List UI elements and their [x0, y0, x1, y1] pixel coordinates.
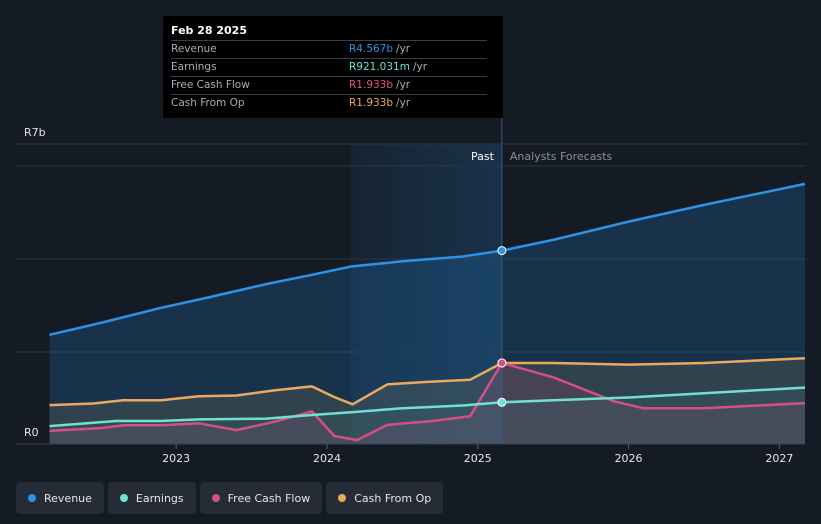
chart-area: R7b R0 Past Analysts Forecasts 2023 2024 2025 2…	[16, 118, 806, 465]
legend-item-free-cash-flow[interactable]: Free Cash Flow	[199, 482, 323, 514]
legend-item-revenue[interactable]: Revenue	[16, 482, 104, 514]
legend-label: Cash From Op	[354, 491, 432, 505]
tooltip-unit: /yr	[412, 61, 428, 73]
legend-label: Earnings	[135, 491, 184, 505]
tooltip-row-earnings: Earnings R921.031m /yr	[171, 58, 487, 76]
x-tick-label-2025: 2025	[464, 452, 492, 465]
legend-dot-icon	[119, 494, 128, 502]
forecast-label: Analysts Forecasts	[510, 150, 613, 163]
past-label: Past	[471, 150, 495, 163]
tooltip-row-cash-from-op: Cash From Op R1.933b /yr	[171, 94, 487, 112]
cash-from-op-area	[49, 358, 805, 444]
tooltip-value: R921.031m	[349, 61, 410, 73]
legend-item-earnings[interactable]: Earnings	[107, 482, 196, 514]
legend-dot-icon	[211, 494, 220, 502]
legend-dot-icon	[28, 494, 36, 502]
tooltip-row-free-cash-flow: Free Cash Flow R1.933b /yr	[171, 76, 487, 94]
x-tick-label-2024: 2024	[313, 452, 341, 465]
legend: Revenue Earnings Free Cash Flow Cash Fro…	[16, 482, 444, 514]
tooltip-value: R4.567b	[349, 43, 394, 55]
tooltip-value: R1.933b	[349, 97, 394, 109]
y-tick-label-zero: R0	[24, 426, 39, 439]
revenue-line	[49, 182, 806, 337]
tooltip-label: Free Cash Flow	[171, 79, 250, 91]
past-highlight-band	[351, 144, 502, 444]
tooltip-label: Cash From Op	[171, 97, 245, 109]
free-cash-flow-line	[49, 361, 806, 442]
revenue-area	[49, 183, 805, 444]
x-tick-label-2023: 2023	[162, 452, 190, 465]
tooltip-unit: /yr	[396, 43, 411, 55]
tooltip-row-revenue: Revenue R4.567b /yr	[171, 40, 487, 58]
tooltip-label: Earnings	[171, 61, 217, 73]
earnings-marker	[497, 397, 507, 407]
legend-dot-icon	[338, 494, 347, 502]
earnings-line	[49, 386, 806, 428]
tooltip-value: R1.933b	[349, 79, 394, 91]
tooltip-unit: /yr	[396, 97, 411, 109]
tooltip: Feb 28 2025 Revenue R4.567b /yr Earnings…	[163, 16, 503, 118]
tooltip-label: Revenue	[171, 43, 217, 55]
legend-label: Revenue	[44, 491, 92, 505]
y-tick-label-top: R7b	[24, 126, 46, 139]
legend-item-cash-from-op[interactable]: Cash From Op	[326, 482, 444, 514]
cash-from-op-line	[49, 356, 806, 407]
legend-label: Free Cash Flow	[227, 491, 311, 505]
tooltip-date: Feb 28 2025	[171, 24, 247, 37]
tooltip-unit: /yr	[396, 79, 411, 91]
free-cash-flow-area	[49, 363, 805, 444]
x-tick-label-2027: 2027	[765, 452, 793, 465]
free-cash-flow-marker	[497, 358, 507, 368]
x-tick-label-2026: 2026	[615, 452, 643, 465]
revenue-marker	[497, 246, 507, 256]
